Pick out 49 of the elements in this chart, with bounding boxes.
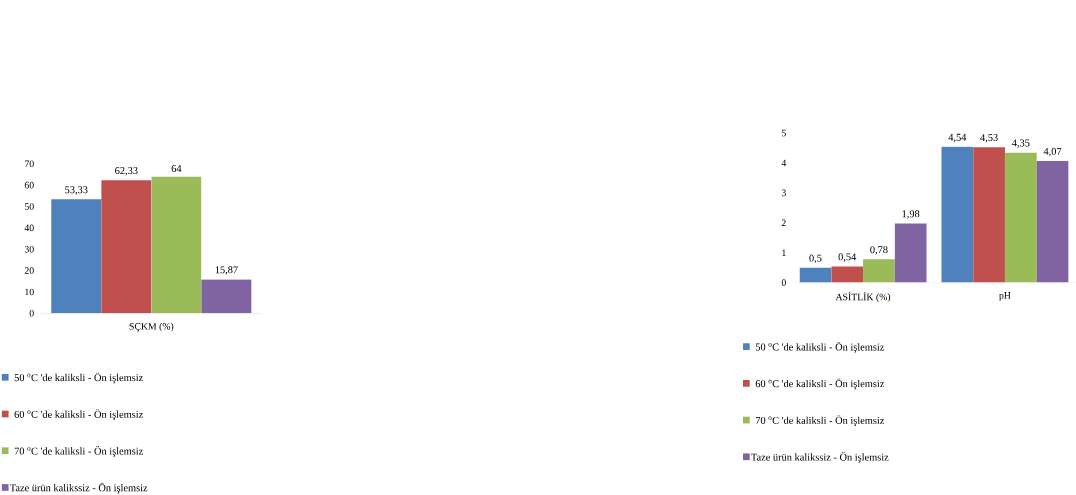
bar [1004, 152, 1037, 283]
legend-label: Taze ürün kalikssiz - Ön işlemsiz [751, 452, 889, 463]
y-tick-label: 1 [782, 249, 786, 256]
y-tick-label: 4 [781, 159, 787, 167]
y-tick-label: 70 [25, 160, 34, 167]
data-label: 4,53 [980, 134, 998, 143]
y-tick-label: 40 [24, 224, 34, 232]
y-tick-label: 0 [781, 279, 786, 286]
bar [1036, 160, 1069, 283]
data-label: 1,98 [902, 210, 920, 219]
legend-label: 70 $^{o}$C 'de kaliksli - Ön işlemsiz [755, 415, 885, 426]
bar [941, 146, 974, 283]
data-label: 0,54 [838, 253, 857, 262]
bar [101, 180, 152, 314]
bar [831, 266, 864, 283]
bar [894, 223, 927, 283]
y-tick-label: 20 [24, 267, 34, 274]
data-label: 0,78 [870, 246, 888, 255]
bar [863, 259, 895, 283]
y-tick-label: 3 [781, 189, 786, 197]
bar [973, 147, 1005, 283]
x-tick-label: pH [999, 292, 1011, 301]
y-tick-label: 60 [24, 181, 34, 189]
bar [201, 279, 252, 314]
data-label: 4,07 [1043, 147, 1062, 157]
legend-label: Taze ürün kalikssiz - Ön işlemsiz [9, 482, 148, 494]
x-tick-label: SÇKM (%) [129, 322, 174, 332]
x-tick-label: ASİTLİK (%) [835, 292, 891, 303]
bar [799, 267, 832, 283]
data-label: 0,5 [809, 254, 822, 263]
data-label: 15,87 [215, 266, 238, 275]
data-label: 4,35 [1011, 139, 1030, 148]
bar [51, 199, 102, 314]
data-label: 4,54 [948, 133, 967, 143]
legend-label: 70 $^{o}$C 'de kaliksli - Ön işlemsiz [14, 446, 143, 457]
y-tick-label: 0 [29, 309, 34, 317]
y-tick-label: 10 [25, 288, 34, 296]
legend-label: 50 $^{o}$C 'de kaliksli - Ön işlemsiz [755, 341, 885, 353]
legend-label: 60 $^{o}$C 'de kaliksli - Ön işlemsiz [14, 409, 143, 420]
y-tick-label: 5 [781, 129, 786, 137]
y-tick-label: 50 [24, 203, 34, 210]
y-tick-label: 2 [781, 219, 786, 226]
data-label: 53,33 [65, 186, 88, 195]
legend-label: 50 $^{o}$C 'de kaliksli - Ön işlemsiz [14, 372, 143, 384]
data-label: 64 [171, 164, 182, 172]
y-tick-label: 30 [24, 245, 34, 253]
data-label: 62,33 [115, 167, 138, 176]
bar [151, 176, 202, 314]
legend-label: 60 $^{o}$C 'de kaliksli - Ön işlemsiz [755, 378, 885, 390]
